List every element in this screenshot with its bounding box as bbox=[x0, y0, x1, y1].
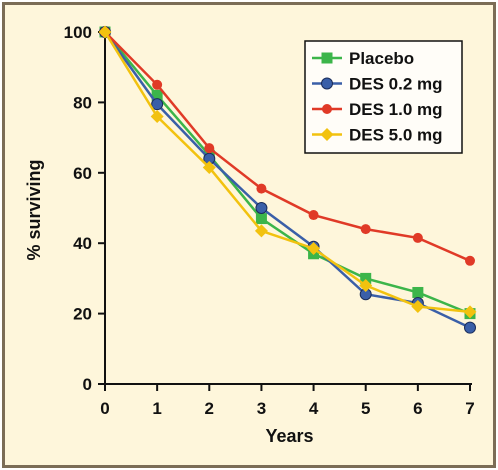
data-point bbox=[360, 224, 371, 235]
data-point bbox=[255, 202, 268, 214]
data-point bbox=[308, 210, 319, 221]
data-point bbox=[152, 79, 163, 90]
x-tick-label: 0 bbox=[100, 399, 109, 418]
legend: Placebo DES 0.2 mg DES 1.0 mg DES 5.0 mg bbox=[304, 40, 463, 154]
data-point bbox=[359, 278, 373, 292]
data-point bbox=[463, 305, 477, 319]
y-tick-label: 0 bbox=[83, 375, 92, 394]
x-tick-label: 3 bbox=[257, 399, 266, 418]
data-point bbox=[254, 224, 268, 238]
series-layer bbox=[98, 25, 477, 334]
legend-item: DES 1.0 mg bbox=[312, 100, 443, 119]
legend-marker bbox=[321, 77, 333, 90]
axes: 0 20 40 60 80 100 0 1 2 3 4 5 6 7 bbox=[64, 23, 475, 418]
legend-item: Placebo bbox=[312, 49, 414, 68]
y-tick-label: 40 bbox=[73, 234, 92, 253]
data-point bbox=[307, 241, 321, 255]
x-tick-label: 1 bbox=[152, 399, 161, 418]
legend-label: DES 1.0 mg bbox=[349, 100, 443, 119]
series-line bbox=[103, 31, 471, 314]
data-point bbox=[98, 25, 112, 39]
x-tick-label: 2 bbox=[205, 399, 214, 418]
y-tick-label: 60 bbox=[73, 164, 92, 183]
y-tick-label: 20 bbox=[73, 305, 92, 324]
data-point bbox=[360, 272, 372, 284]
series-line bbox=[104, 31, 471, 315]
data-point bbox=[464, 321, 476, 334]
series-line bbox=[103, 31, 471, 329]
x-tick-label: 7 bbox=[465, 399, 474, 418]
data-point bbox=[151, 89, 163, 101]
x-tick-label: 6 bbox=[413, 399, 422, 418]
data-point bbox=[150, 109, 164, 123]
data-point bbox=[204, 143, 215, 154]
data-point bbox=[256, 183, 267, 194]
data-point bbox=[151, 98, 164, 111]
series-des-1-0-mg bbox=[100, 27, 475, 266]
x-tick-label: 4 bbox=[309, 399, 319, 418]
data-point bbox=[411, 300, 425, 314]
data-point bbox=[412, 232, 423, 243]
series-des-5-0-mg bbox=[98, 25, 477, 319]
legend-item: DES 5.0 mg bbox=[312, 126, 443, 145]
y-axis-label: % surviving bbox=[24, 159, 44, 260]
x-tick-label: 5 bbox=[361, 399, 370, 418]
x-axis-label: Years bbox=[265, 426, 313, 446]
data-point bbox=[412, 286, 424, 298]
legend-label: DES 5.0 mg bbox=[349, 126, 443, 145]
legend-marker bbox=[321, 52, 333, 64]
data-point bbox=[255, 213, 267, 225]
legend-label: DES 0.2 mg bbox=[349, 75, 443, 94]
legend-marker bbox=[320, 128, 334, 141]
legend-label: Placebo bbox=[349, 49, 414, 68]
data-point bbox=[202, 161, 216, 175]
series-line bbox=[104, 31, 471, 262]
data-point bbox=[465, 255, 475, 266]
y-tick-label: 80 bbox=[73, 93, 92, 112]
legend-item: DES 0.2 mg bbox=[312, 75, 443, 94]
y-tick-label: 100 bbox=[64, 23, 92, 42]
legend-marker bbox=[322, 104, 332, 114]
